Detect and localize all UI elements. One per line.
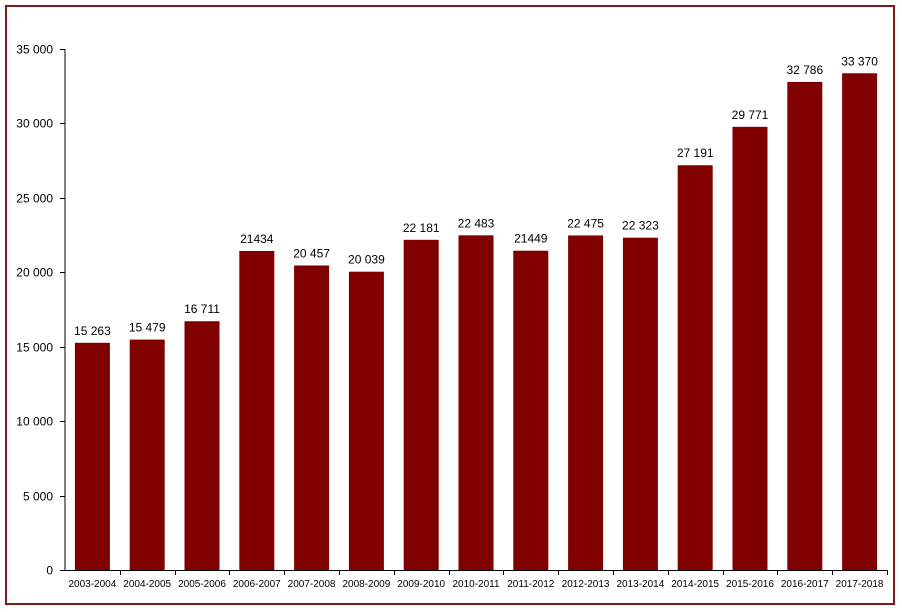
x-tick-label: 2017-2018 — [836, 579, 884, 590]
data-label: 29 771 — [732, 108, 769, 122]
bar — [403, 239, 439, 570]
bar — [787, 81, 823, 570]
data-label: 33 370 — [841, 54, 878, 68]
data-label: 21449 — [514, 232, 548, 246]
bar — [239, 250, 275, 570]
bar — [513, 250, 549, 570]
data-label: 20 039 — [348, 253, 385, 267]
bar — [732, 126, 768, 570]
x-tick-label: 2005-2006 — [178, 579, 226, 590]
data-label: 20 457 — [293, 246, 330, 260]
data-label: 22 181 — [403, 221, 440, 235]
data-label: 32 786 — [786, 63, 823, 77]
y-axis: 0 5 000 10 000 15 000 20 000 25 000 30 000 35 0… — [16, 43, 66, 578]
x-tick-label: 2007-2008 — [288, 579, 336, 590]
data-label: 15 479 — [129, 321, 166, 335]
y-tick-label: 20 000 — [16, 266, 53, 280]
x-axis: 2003-2004 2004-2005 2005-2006 2006-2007 2007… — [65, 570, 888, 590]
bar — [184, 321, 220, 570]
x-tick-label: 2016-2017 — [781, 579, 829, 590]
x-tick-label: 2003-2004 — [68, 579, 116, 590]
data-label: 22 483 — [458, 216, 495, 230]
x-tick-label: 2008-2009 — [342, 579, 390, 590]
y-tick-label: 5 000 — [23, 490, 53, 504]
data-label: 21434 — [240, 232, 274, 246]
x-tick-label: 2006-2007 — [233, 579, 281, 590]
y-tick-label: 30 000 — [16, 117, 53, 131]
x-tick-label: 2015-2016 — [726, 579, 774, 590]
y-tick-label: 15 000 — [16, 341, 53, 355]
bar — [74, 342, 110, 570]
bar — [458, 235, 494, 571]
y-tick-label: 25 000 — [16, 192, 53, 206]
bar — [294, 265, 330, 570]
x-tick-label: 2014-2015 — [671, 579, 719, 590]
x-tick-label: 2009-2010 — [397, 579, 445, 590]
x-tick-label: 2004-2005 — [123, 579, 171, 590]
bar — [622, 237, 658, 570]
x-tick-label: 2010-2011 — [452, 579, 500, 590]
bar — [677, 165, 713, 570]
y-tick-label: 0 — [46, 564, 53, 578]
data-label: 27 191 — [677, 146, 714, 160]
x-tick-label: 2012-2013 — [562, 579, 610, 590]
y-tick-label: 10 000 — [16, 415, 53, 429]
data-label: 22 323 — [622, 219, 659, 233]
data-label: 16 711 — [184, 302, 220, 316]
x-tick-label: 2011-2012 — [507, 579, 555, 590]
bar — [129, 339, 165, 570]
data-label: 22 475 — [567, 216, 604, 230]
y-tick-label: 35 000 — [16, 43, 53, 57]
data-label: 15 263 — [74, 324, 111, 338]
bars: 15 263 15 479 16 711 21434 20 457 20 039 22 18… — [74, 54, 878, 571]
bar — [568, 235, 604, 570]
bar — [348, 271, 384, 570]
x-tick-label: 2013-2014 — [616, 579, 664, 590]
bar — [842, 73, 878, 570]
